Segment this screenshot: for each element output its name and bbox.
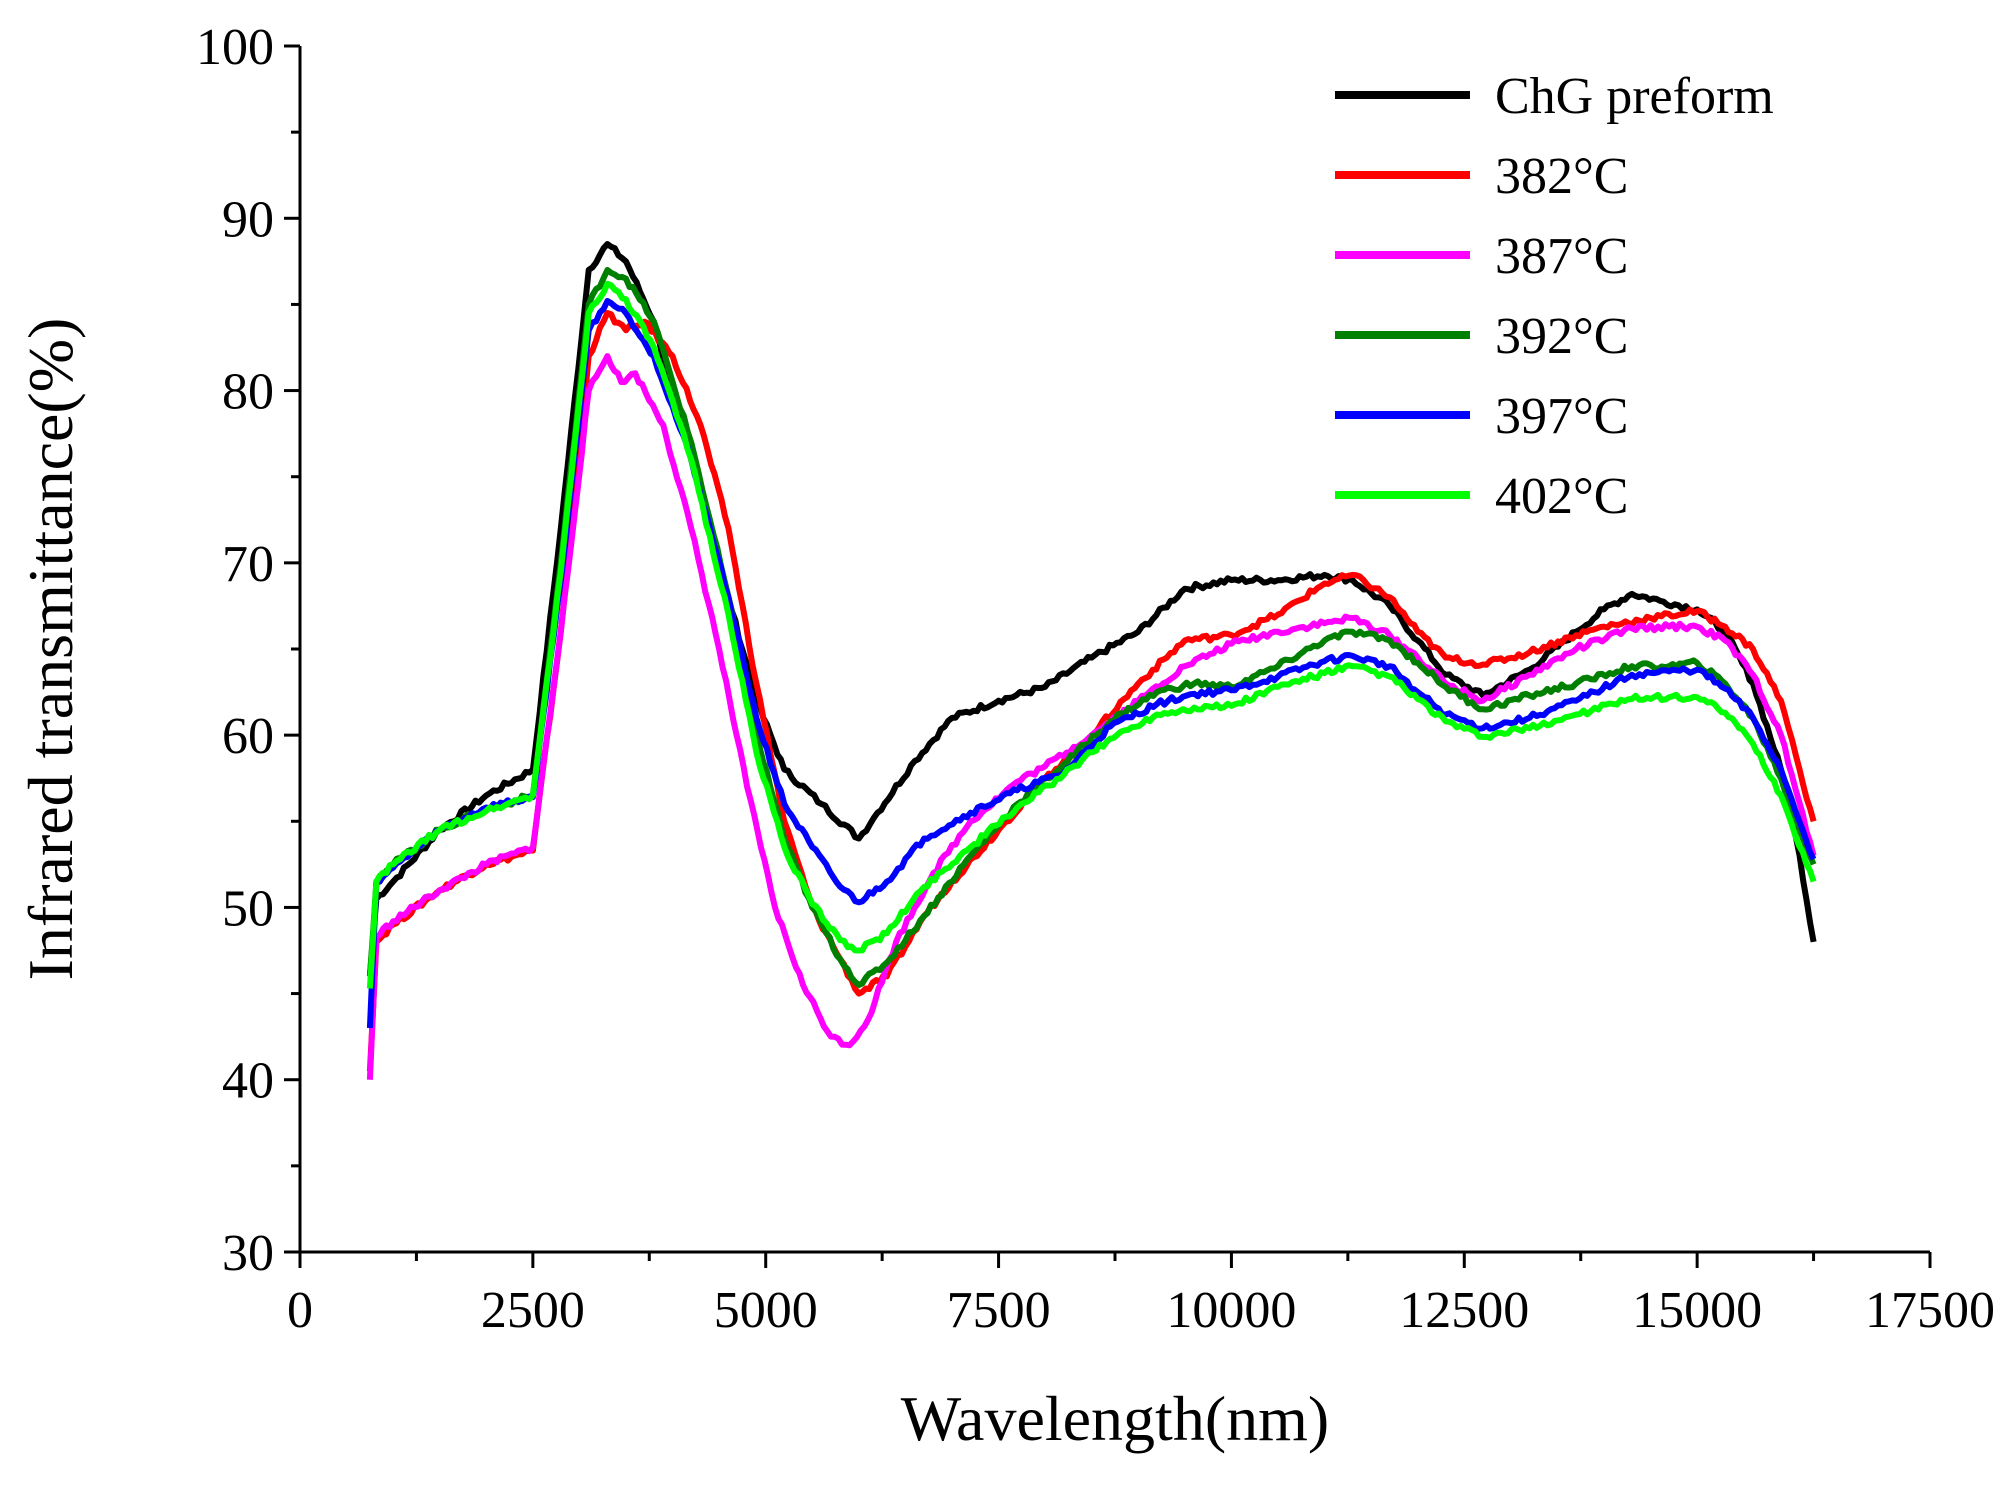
y-axis-title: Infrared transmittance(%)	[15, 318, 86, 981]
legend-label-chg-preform: ChG preform	[1495, 68, 1774, 125]
legend-label-382-c: 382°C	[1495, 148, 1628, 205]
series-line-402-c	[366, 280, 1817, 989]
legend-label-387-c: 387°C	[1495, 228, 1628, 285]
series-line-chg-preform	[366, 241, 1817, 977]
y-tick-label: 30	[222, 1225, 274, 1282]
y-tick-label: 50	[222, 880, 274, 937]
legend-label-397-c: 397°C	[1495, 388, 1628, 445]
legend-label-402-c: 402°C	[1495, 468, 1628, 525]
y-tick-label: 40	[222, 1053, 274, 1110]
y-tick-label: 60	[222, 708, 274, 765]
x-tick-label: 0	[287, 1282, 313, 1339]
y-tick-label: 70	[222, 536, 274, 593]
series-line-392-c	[366, 267, 1817, 988]
y-tick-label: 90	[222, 191, 274, 248]
series-line-397-c	[366, 298, 1817, 1029]
x-tick-label: 12500	[1399, 1282, 1529, 1339]
x-tick-label: 2500	[481, 1282, 585, 1339]
x-tick-label: 15000	[1632, 1282, 1762, 1339]
x-tick-label: 17500	[1865, 1282, 1995, 1339]
x-tick-label: 5000	[714, 1282, 818, 1339]
x-tick-label: 10000	[1166, 1282, 1296, 1339]
series-line-387-c	[366, 353, 1817, 1080]
x-axis-title: Wavelength(nm)	[901, 1383, 1329, 1454]
x-tick-label: 7500	[947, 1282, 1051, 1339]
ticks-layer: 0 2500 5000 7500 10000 12500 15000 17500 30 40 50 6…	[196, 19, 1995, 1339]
legend: ChG preform 382°C 387°C 392°C 397°C 402°C	[1335, 68, 1774, 525]
y-tick-label: 80	[222, 364, 274, 421]
series-layer	[366, 241, 1817, 1080]
legend-label-392-c: 392°C	[1495, 308, 1628, 365]
y-tick-label: 100	[196, 19, 274, 76]
